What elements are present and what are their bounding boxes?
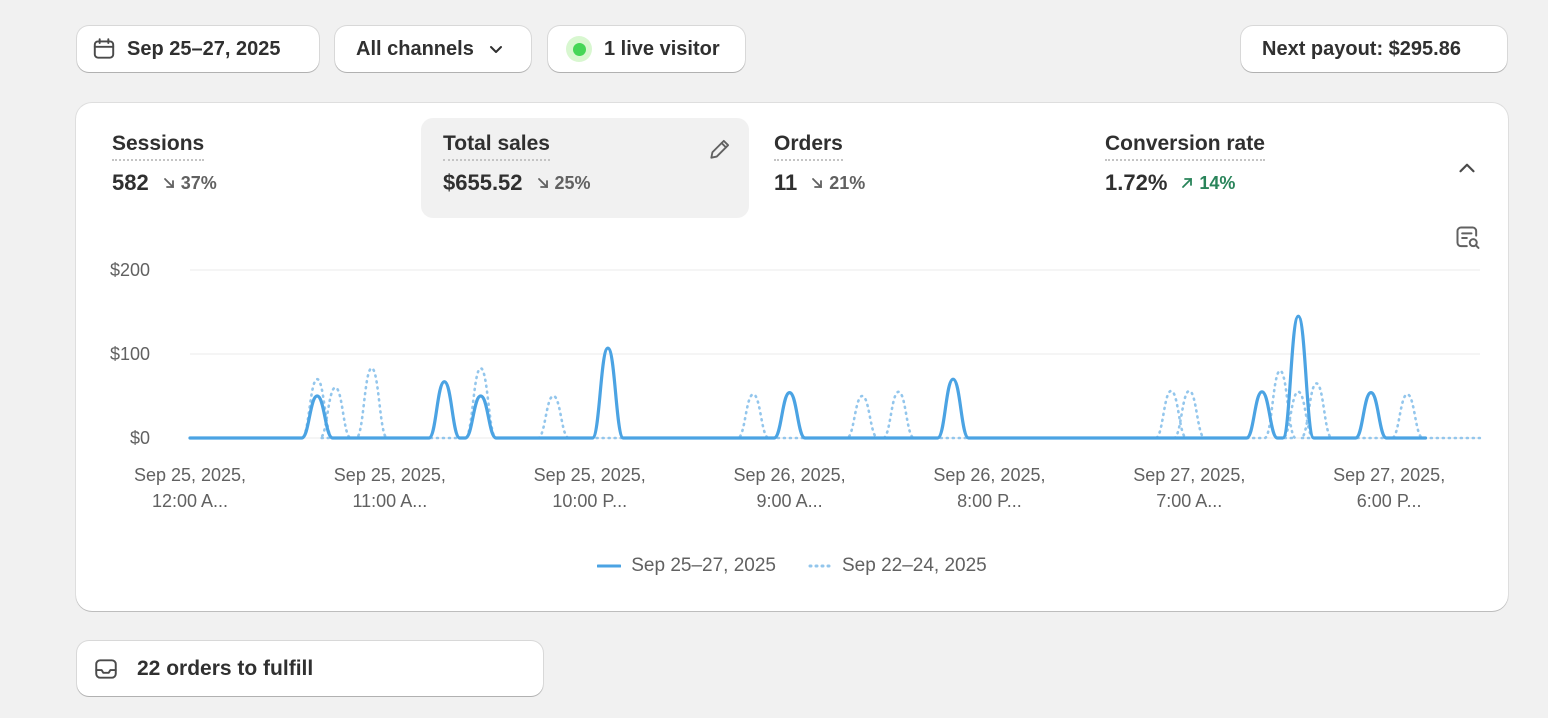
metric-delta: 14% (1181, 173, 1235, 194)
metric-delta-value: 14% (1199, 172, 1236, 193)
x-tick-label: Sep 25, 2025, 11:00 A... (334, 465, 446, 511)
inbox-icon (95, 658, 117, 679)
metric-value: 1.72% (1105, 170, 1168, 195)
orders-to-fulfill-label: 22 orders to fulfill (137, 656, 314, 680)
y-tick-label: $100 (110, 344, 150, 364)
metric-delta: 25% (537, 173, 591, 194)
metric-sessions[interactable]: Sessions 582 37% (90, 118, 418, 218)
legend-label: Sep 22–24, 2025 (842, 555, 987, 576)
next-payout-button[interactable]: Next payout: $295.86 (1241, 26, 1507, 72)
x-tick-label: Sep 25, 2025, 12:00 A... (134, 465, 246, 511)
calendar-icon (93, 38, 115, 59)
metric-delta: 21% (811, 173, 865, 194)
metric-orders[interactable]: Orders 11 21% (752, 118, 1080, 218)
date-range-label: Sep 25–27, 2025 (127, 37, 281, 60)
x-tick-label: Sep 27, 2025, 7:00 A... (1133, 465, 1245, 511)
metric-value: 582 (112, 170, 149, 195)
legend-item-current[interactable]: Sep 25–27, 2025 (597, 555, 776, 577)
arrow-up-right-icon (1182, 178, 1193, 188)
legend-label: Sep 25–27, 2025 (631, 555, 776, 576)
x-tick-label: Sep 26, 2025, 8:00 P... (933, 465, 1045, 511)
metric-label: Total sales (443, 132, 550, 161)
y-tick-label: $0 (130, 428, 150, 448)
chevron-up-icon[interactable] (1454, 155, 1480, 181)
metric-conversion-rate[interactable]: Conversion rate 1.72% 14% (1083, 118, 1411, 218)
chart-legend: Sep 25–27, 2025 Sep 22–24, 2025 (76, 555, 1508, 577)
y-tick-label: $200 (110, 260, 150, 280)
next-payout-label: Next payout: $295.86 (1262, 37, 1461, 60)
legend-dotted-swatch (808, 564, 832, 568)
live-indicator-icon (566, 36, 592, 62)
metric-label: Orders (774, 132, 843, 161)
chevron-down-icon (489, 46, 502, 53)
metric-delta-value: 37% (180, 172, 217, 193)
metric-label: Sessions (112, 132, 205, 161)
x-tick-label: Sep 27, 2025, 6:00 P... (1333, 465, 1445, 511)
metrics-card: Sessions 582 37% Total sales $655.52 25%… (76, 103, 1508, 611)
metric-delta: 37% (163, 173, 217, 194)
metric-total-sales[interactable]: Total sales $655.52 25% (421, 118, 749, 218)
legend-item-comparison[interactable]: Sep 22–24, 2025 (808, 555, 987, 577)
sales-chart: $200 $100 $0 Sep 25, 2025, 12:00 A... Sep 25,… (110, 260, 1482, 511)
series-line-current (188, 314, 1428, 440)
x-tick-label: Sep 25, 2025, 10:00 P... (534, 465, 646, 511)
metric-value: 11 (774, 170, 798, 195)
edit-pencil-icon[interactable] (707, 136, 733, 162)
arrow-down-right-icon (537, 178, 548, 188)
metric-value: $655.52 (443, 170, 523, 195)
live-visitors-button[interactable]: 1 live visitor (548, 26, 745, 72)
channel-label: All channels (356, 37, 474, 60)
series-line-comparison (188, 366, 1482, 440)
search-report-icon[interactable] (1454, 224, 1482, 252)
live-visitors-label: 1 live visitor (604, 37, 720, 60)
legend-solid-swatch (597, 564, 622, 568)
orders-to-fulfill-button[interactable]: 22 orders to fulfill (77, 641, 543, 696)
arrow-down-right-icon (812, 178, 823, 188)
date-range-button[interactable]: Sep 25–27, 2025 (77, 26, 319, 72)
arrow-down-right-icon (163, 178, 174, 188)
channel-select[interactable]: All channels (335, 26, 531, 72)
metric-delta-value: 21% (829, 172, 866, 193)
metric-label: Conversion rate (1105, 132, 1265, 161)
x-tick-label: Sep 26, 2025, 9:00 A... (734, 465, 846, 511)
metric-delta-value: 25% (554, 172, 591, 193)
